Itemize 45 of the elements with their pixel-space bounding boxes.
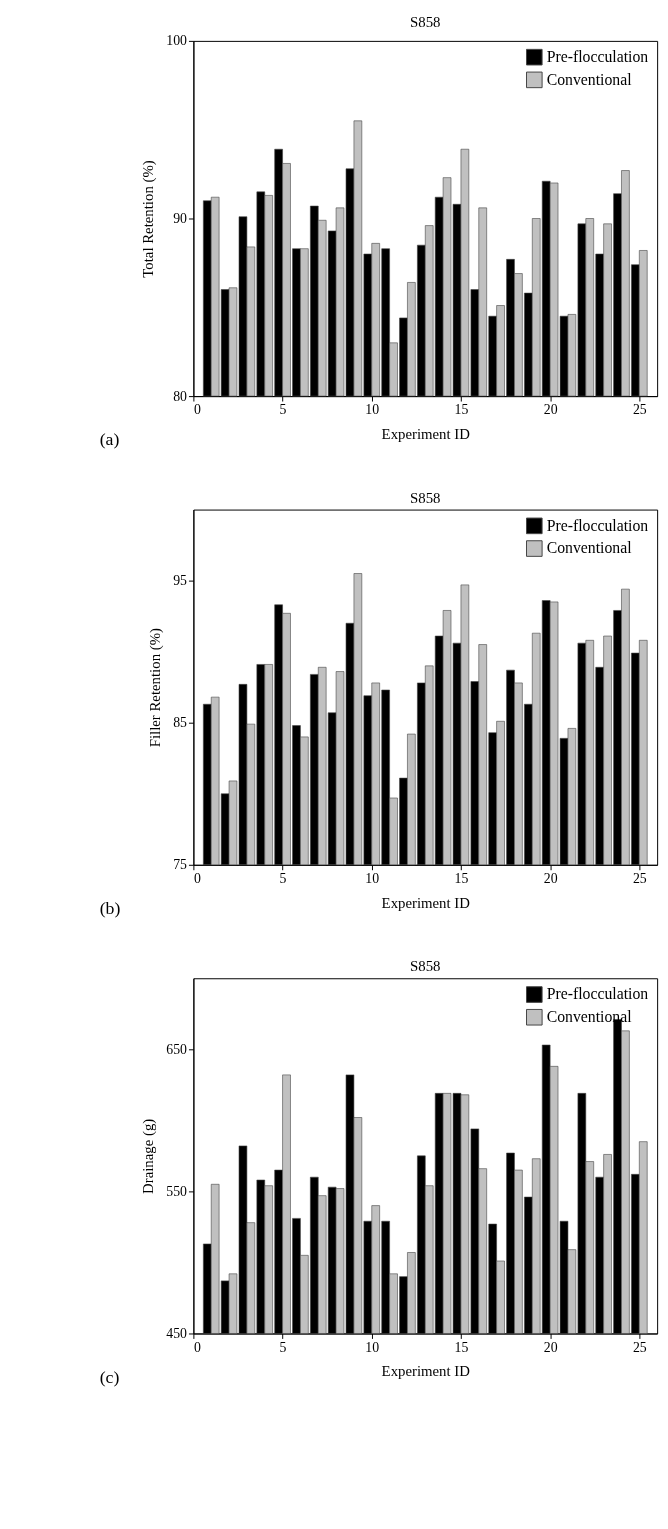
x-tick-label: 25 [632, 1339, 647, 1355]
legend-label: Conventional [546, 1008, 633, 1026]
y-tick-label: 80 [173, 388, 188, 404]
x-tick-label: 25 [632, 402, 647, 418]
legend-label: Conventional [546, 70, 633, 88]
y-tick-label: 90 [173, 210, 188, 226]
x-tick-label: 0 [193, 1339, 201, 1355]
x-tick-label: 20 [543, 1339, 558, 1355]
chart-title: S858 [410, 14, 441, 31]
x-tick-label: 10 [365, 871, 380, 887]
x-tick-label: 20 [543, 402, 558, 418]
y-tick-label: 75 [173, 857, 188, 873]
y-tick-label: 85 [173, 715, 188, 731]
legend-label: Pre-flocculation [546, 48, 649, 66]
text: (b) [99, 898, 121, 919]
legend-label: Conventional [546, 539, 633, 557]
x-axis-title: Experiment ID [381, 426, 471, 443]
x-axis-title: Experiment ID [381, 894, 471, 911]
y-tick-label: 450 [166, 1325, 188, 1341]
x-tick-label: 20 [543, 871, 558, 887]
x-tick-label: 10 [365, 402, 380, 418]
legend-label: Pre-flocculation [546, 985, 649, 1003]
y-axis-title: Filler Retention (%) [147, 628, 165, 748]
y-tick-label: 550 [166, 1183, 188, 1199]
y-tick-label: 100 [166, 33, 188, 49]
y-tick-label: 650 [166, 1041, 188, 1057]
x-tick-label: 15 [454, 1339, 469, 1355]
text: (a) [99, 429, 120, 450]
x-tick-label: 15 [454, 402, 469, 418]
y-axis-title: Drainage (g) [140, 1118, 158, 1194]
x-tick-label: 5 [279, 402, 287, 418]
y-tick-label: 95 [173, 573, 188, 589]
x-axis-title: Experiment ID [381, 1363, 471, 1380]
chart-title: S858 [410, 958, 441, 975]
y-axis-title: Total Retention (%) [140, 160, 158, 278]
legend-label: Pre-flocculation [546, 516, 649, 534]
text: (c) [99, 1366, 120, 1387]
x-tick-label: 10 [365, 1339, 380, 1355]
chart-title: S858 [410, 489, 441, 506]
x-tick-label: 0 [193, 871, 201, 887]
x-tick-label: 5 [279, 1339, 287, 1355]
x-tick-label: 15 [454, 871, 469, 887]
x-tick-label: 25 [632, 871, 647, 887]
x-tick-label: 5 [279, 871, 287, 887]
x-tick-label: 0 [193, 402, 201, 418]
